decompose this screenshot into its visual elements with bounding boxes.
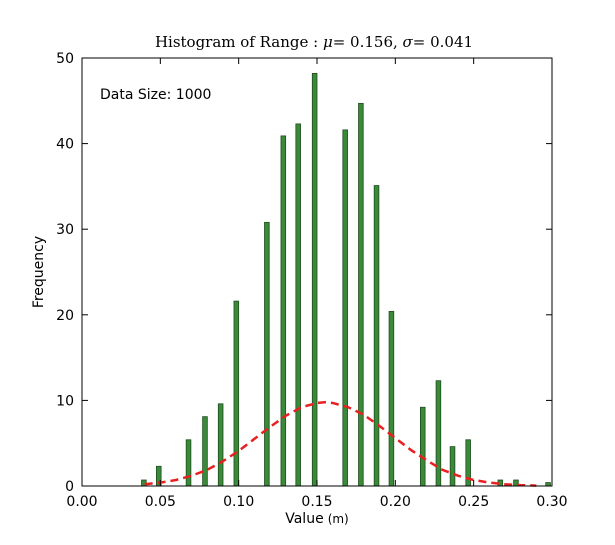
histogram-bar (295, 123, 301, 487)
histogram-bar (419, 406, 426, 487)
x-axis-title: Value (m) (285, 511, 349, 527)
histogram-bar (435, 380, 442, 487)
x-tick-label: 0.30 (536, 494, 567, 510)
histogram-bar (233, 300, 240, 487)
y-tick-label: 30 (56, 222, 74, 238)
histogram-bar (373, 185, 380, 487)
histogram-bar (358, 102, 364, 487)
y-tick-label: 0 (65, 479, 74, 495)
y-axis-title: Frequency (31, 236, 47, 308)
chart-title: Histogram of Range : μ= 0.156, σ= 0.041 (155, 33, 473, 51)
title-mu-symbol: μ (323, 33, 333, 51)
histogram-bar (311, 73, 318, 487)
x-tick-label: 0.05 (145, 494, 176, 510)
bars-layer (141, 73, 551, 487)
plot-area-frame (81, 57, 553, 487)
x-tick-label: 0.00 (66, 494, 97, 510)
histogram-bar (280, 135, 287, 487)
y-tick-label: 40 (56, 137, 74, 153)
histogram-bar (545, 482, 551, 487)
histogram-bar (185, 439, 192, 487)
y-tick-label: 20 (56, 308, 74, 324)
x-tick-label: 0.20 (380, 494, 411, 510)
title-separator: , (393, 33, 403, 51)
ticks-layer: 0.00 0.05 0.10 0.15 0.20 0.25 0.30 0 10 20 30 40 50 (56, 51, 567, 510)
data-size-annotation: Data Size: 1000 (100, 87, 211, 103)
histogram-bar (264, 221, 270, 487)
x-tick-label: 0.25 (458, 494, 489, 510)
normal-curve-layer (144, 400, 537, 487)
y-tick-label: 50 (56, 51, 74, 67)
title-sigma-value: = 0.041 (413, 33, 473, 51)
histogram-bar (449, 446, 456, 487)
title-mu-value: = 0.156 (333, 33, 393, 51)
histogram-bar (388, 310, 395, 487)
x-axis-unit: (m) (328, 512, 349, 526)
x-axis-label: Value (285, 511, 323, 527)
title-sigma-symbol: σ (403, 33, 414, 51)
histogram-bar (202, 416, 208, 487)
x-tick-label: 0.15 (301, 494, 332, 510)
title-prefix: Histogram of Range : (155, 33, 323, 51)
normal-fit-curve (144, 400, 537, 487)
histogram-bar (217, 403, 224, 487)
x-tick-label: 0.10 (223, 494, 254, 510)
y-tick-label: 10 (56, 393, 74, 409)
histogram-bar (342, 129, 348, 487)
